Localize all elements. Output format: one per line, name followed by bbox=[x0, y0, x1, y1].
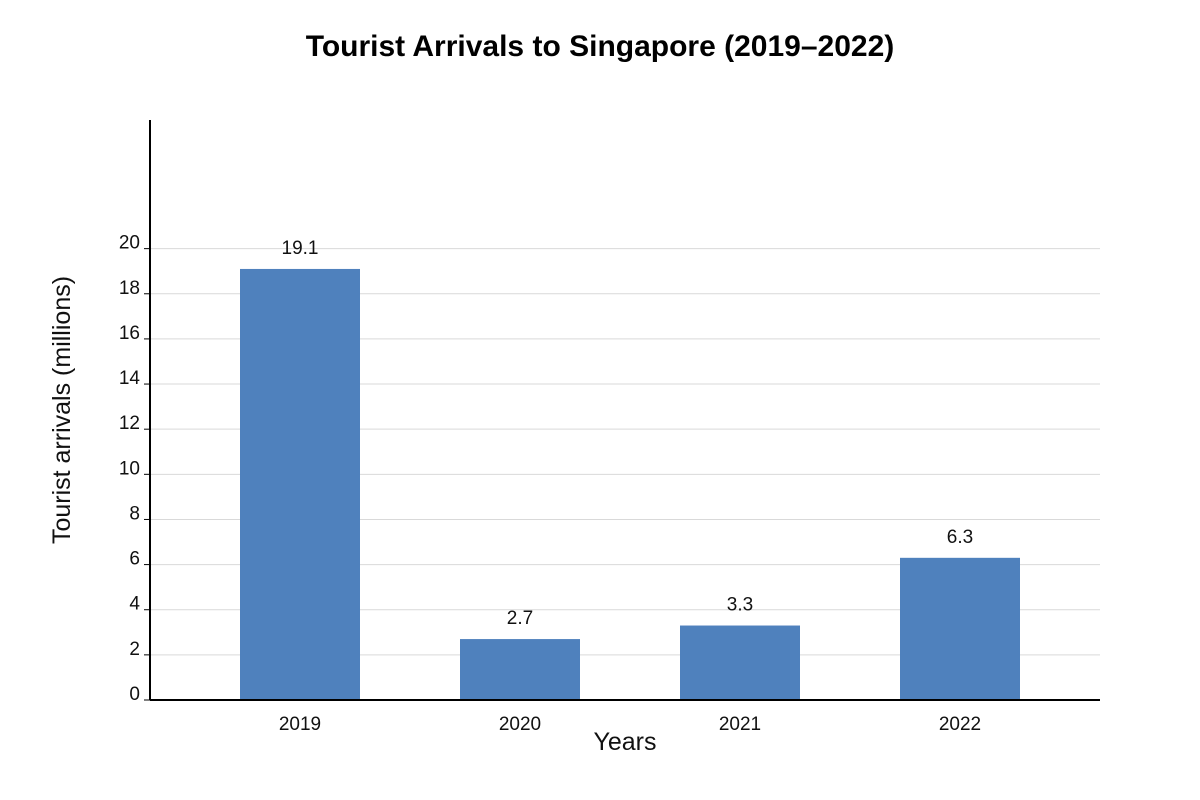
y-tick-label: 18 bbox=[119, 278, 140, 299]
bars bbox=[240, 268, 1020, 700]
y-tick-label: 0 bbox=[129, 684, 140, 705]
bar-2021 bbox=[680, 625, 800, 700]
data-label-2020: 2.7 bbox=[507, 608, 533, 629]
x-tick-labels: 2019 2020 2021 2022 bbox=[279, 714, 981, 735]
y-tick-label: 8 bbox=[129, 503, 140, 524]
data-label-2021: 3.3 bbox=[727, 595, 753, 616]
data-label-2022: 6.3 bbox=[947, 527, 973, 548]
x-tick-label-2021: 2021 bbox=[719, 714, 761, 735]
data-labels: 19.1 2.7 3.3 6.3 bbox=[282, 238, 974, 629]
y-tick-labels: 0 2 4 6 8 10 12 14 16 18 20 bbox=[119, 233, 150, 705]
y-tick-label: 12 bbox=[119, 413, 140, 434]
y-tick-label: 10 bbox=[119, 458, 140, 479]
bar-2019 bbox=[240, 268, 360, 700]
y-tick-label: 6 bbox=[129, 549, 140, 570]
axes bbox=[149, 120, 1100, 701]
y-tick-label: 4 bbox=[129, 594, 140, 615]
chart-title: Tourist Arrivals to Singapore (2019–2022… bbox=[305, 30, 895, 63]
x-tick-label-2020: 2020 bbox=[499, 714, 541, 735]
y-tick-label: 16 bbox=[119, 323, 140, 344]
y-tick-label: 2 bbox=[129, 639, 140, 660]
y-axis-title: Tourist arrivals (millions) bbox=[48, 276, 76, 544]
y-tick-label: 14 bbox=[119, 368, 141, 389]
x-axis-title: Years bbox=[593, 728, 656, 756]
x-tick-label-2022: 2022 bbox=[939, 714, 981, 735]
data-label-2019: 19.1 bbox=[282, 238, 319, 259]
bar-2020 bbox=[460, 639, 580, 700]
y-tick-label: 20 bbox=[119, 233, 140, 254]
bar-2022 bbox=[900, 557, 1020, 700]
x-tick-label-2019: 2019 bbox=[279, 714, 321, 735]
